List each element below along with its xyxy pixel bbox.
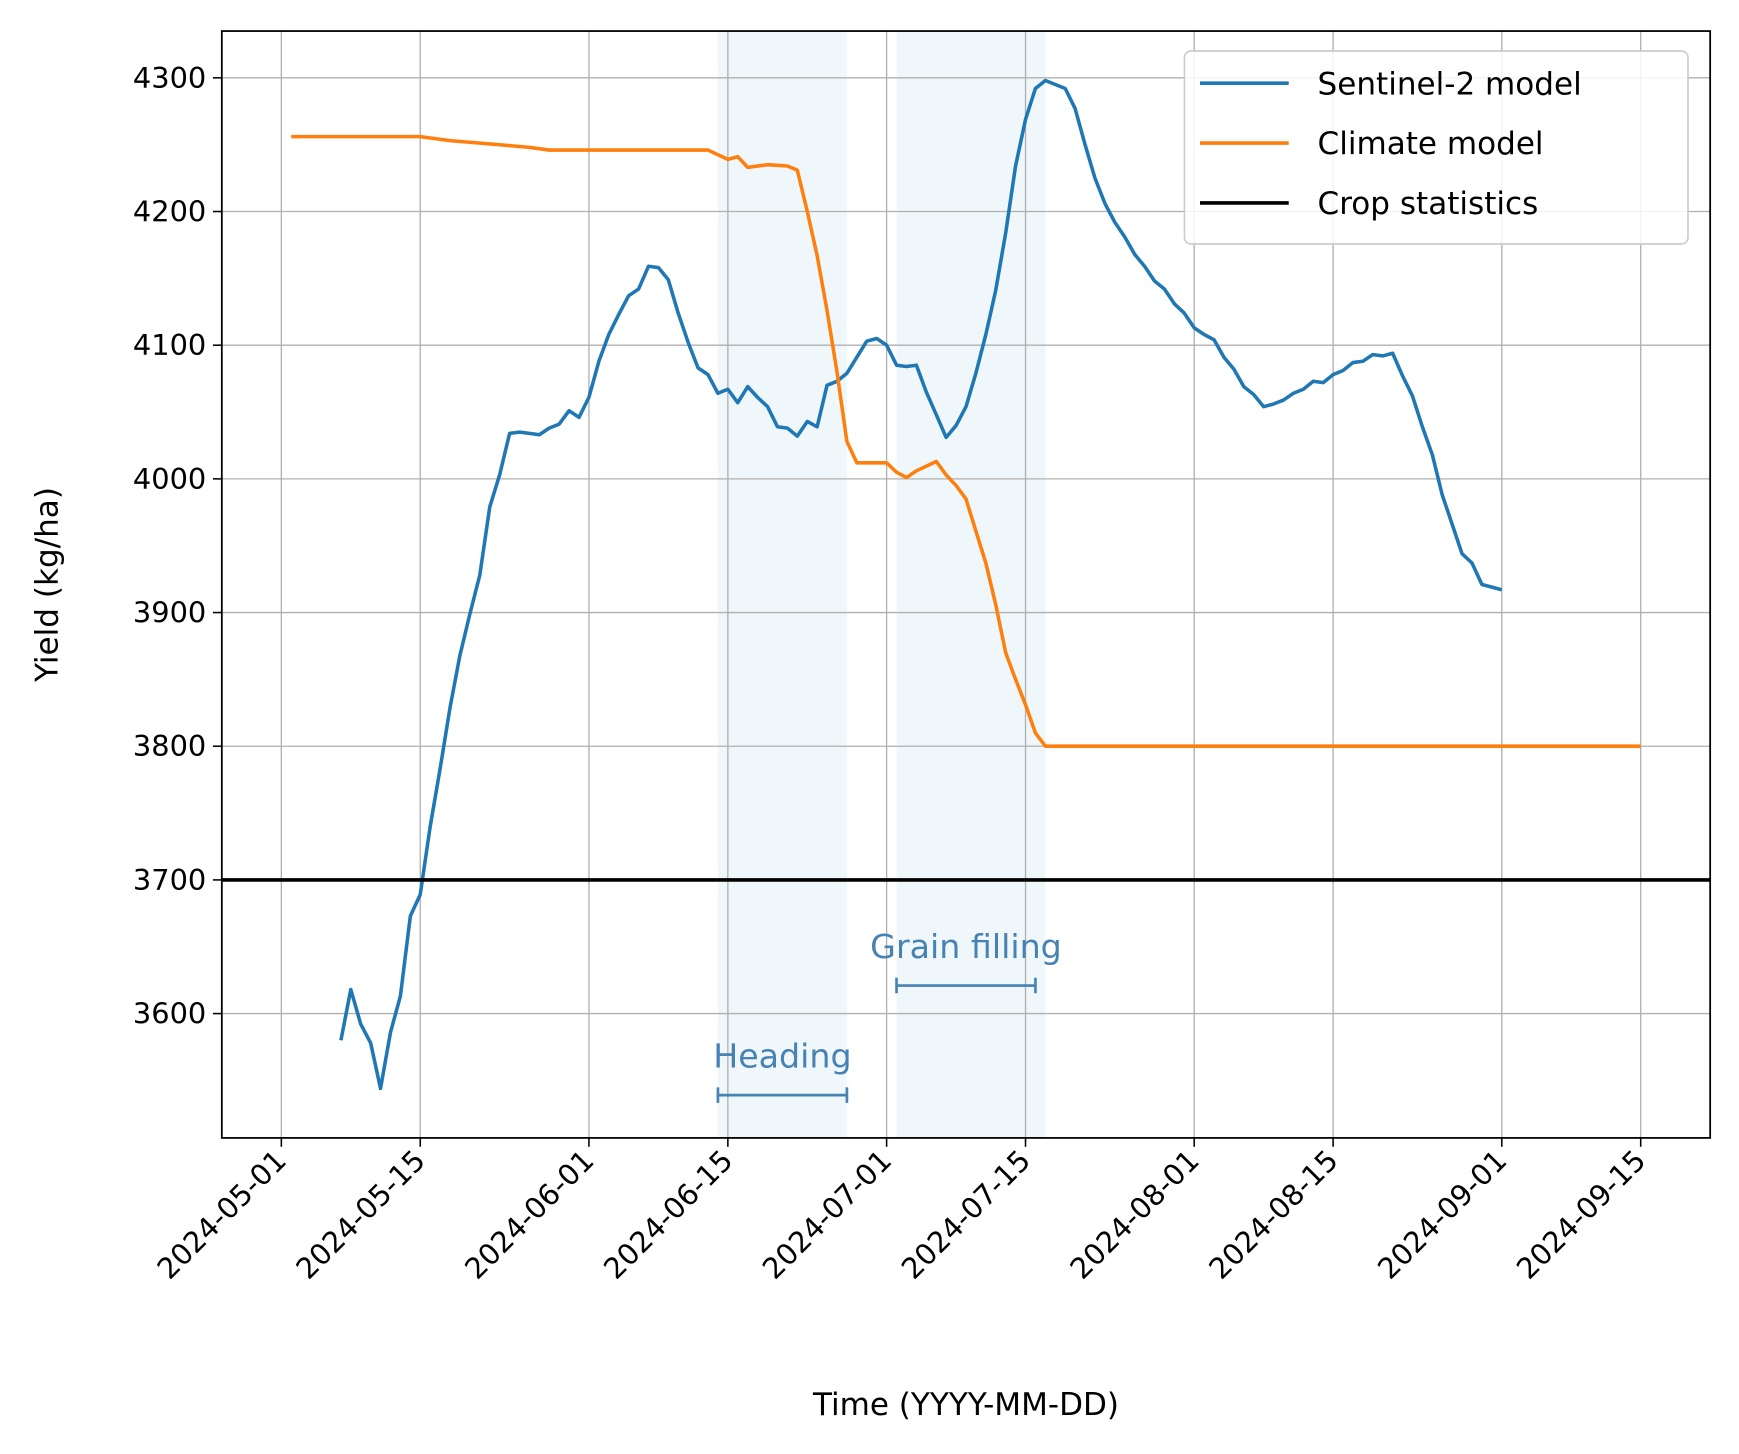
x-tick-label: 2024-05-15 bbox=[289, 1143, 432, 1286]
y-axis-label: Yield (kg/ha) bbox=[30, 487, 66, 683]
legend-label: Sentinel-2 model bbox=[1318, 66, 1582, 102]
y-tick-label: 4000 bbox=[133, 462, 206, 496]
plot-frame bbox=[220, 30, 1712, 1139]
legend-box bbox=[1183, 50, 1689, 245]
shaded-periods bbox=[717, 31, 1046, 1138]
shaded-period-0 bbox=[717, 31, 847, 1138]
annotation-label: Heading bbox=[713, 1036, 851, 1075]
x-tick-label: 2024-07-01 bbox=[756, 1143, 899, 1286]
y-tick-label: 3700 bbox=[133, 863, 206, 897]
x-tick-label: 2024-09-01 bbox=[1371, 1143, 1514, 1286]
x-tick-label: 2024-05-01 bbox=[150, 1143, 293, 1286]
annotation-label: Grain filling bbox=[870, 927, 1062, 966]
annotations: Heading Grain filling bbox=[713, 927, 1062, 1103]
x-tick-label: 2024-06-15 bbox=[597, 1143, 740, 1286]
shaded-period-1 bbox=[896, 31, 1046, 1138]
y-tick-label: 3600 bbox=[133, 997, 206, 1031]
legend-label: Climate model bbox=[1318, 126, 1544, 162]
x-tick-label: 2024-06-01 bbox=[458, 1143, 601, 1286]
y-tick-label: 3800 bbox=[133, 729, 206, 763]
y-tick-label: 4300 bbox=[133, 61, 206, 95]
x-tick-label: 2024-09-15 bbox=[1510, 1143, 1653, 1286]
series-lines bbox=[221, 78, 1711, 1091]
y-tick-label: 3900 bbox=[133, 596, 206, 630]
x-tick-label: 2024-07-15 bbox=[895, 1143, 1038, 1286]
y-tick-label: 4100 bbox=[133, 328, 206, 362]
sentinel-2-model-line bbox=[339, 78, 1503, 1091]
x-axis-label: Time (YYYY-MM-DD) bbox=[812, 1387, 1119, 1423]
x-tick-label: 2024-08-15 bbox=[1202, 1143, 1345, 1286]
y-axis: 3600 3700 3800 3900 4000 4100 4200 4300 bbox=[133, 61, 222, 1031]
y-tick-label: 4200 bbox=[133, 195, 206, 229]
legend-label: Crop statistics bbox=[1318, 186, 1539, 222]
legend: Sentinel-2 model Climate model Crop statis… bbox=[1183, 50, 1689, 245]
x-tick-label: 2024-08-01 bbox=[1063, 1143, 1206, 1286]
climate-model-line bbox=[291, 134, 1641, 748]
